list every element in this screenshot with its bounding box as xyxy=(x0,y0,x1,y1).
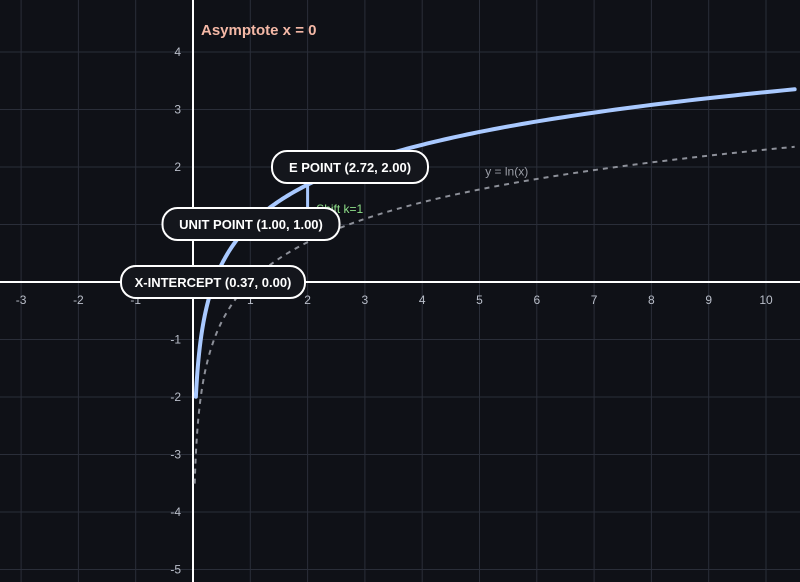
tick-labels: -3-2-1123456789104321-1-2-3-4-5 xyxy=(16,45,773,577)
y-tick-label: 4 xyxy=(174,45,181,59)
callout-box xyxy=(271,150,429,184)
x-tick-label: 2 xyxy=(304,293,311,307)
x-tick-label: 5 xyxy=(476,293,483,307)
callout-box xyxy=(120,265,306,299)
y-tick-label: -3 xyxy=(170,448,181,462)
x-tick-label: 9 xyxy=(705,293,712,307)
annotations: Asymptote x = 0 y = ln(x) Shift k=1 xyxy=(201,22,528,216)
callout-label: UNIT POINT (1.00, 1.00) xyxy=(179,217,323,232)
asymptote-label: Asymptote x = 0 xyxy=(201,22,316,39)
x-tick-label: 4 xyxy=(419,293,426,307)
x-tick-label: 7 xyxy=(591,293,598,307)
x-tick-label: 3 xyxy=(362,293,369,307)
callout-label: E POINT (2.72, 2.00) xyxy=(289,160,411,175)
x-tick-label: 1 xyxy=(247,293,254,307)
y-tick-label: -2 xyxy=(170,390,181,404)
x-tick-label: 10 xyxy=(759,293,773,307)
y-tick-label: -1 xyxy=(170,333,181,347)
reference-curve xyxy=(193,145,795,484)
callout-box xyxy=(161,207,341,241)
x-tick-label: -1 xyxy=(130,293,141,307)
x-tick-label: -2 xyxy=(73,293,84,307)
y-tick-label: -4 xyxy=(170,505,181,519)
x-tick-label: 8 xyxy=(648,293,655,307)
main-curve xyxy=(193,87,797,399)
y-tick-label: 3 xyxy=(174,103,181,117)
callouts: E POINT (2.72, 2.00) UNIT POINT (1.00, 1.… xyxy=(120,150,429,299)
callout: E POINT (2.72, 2.00) xyxy=(271,150,429,184)
x-tick-label: -3 xyxy=(16,293,27,307)
y-tick-label: 2 xyxy=(174,160,181,174)
x-tick-label: 6 xyxy=(533,293,540,307)
callout-label: X-INTERCEPT (0.37, 0.00) xyxy=(135,275,292,290)
callout: X-INTERCEPT (0.37, 0.00) xyxy=(120,265,306,299)
y-tick-label: -5 xyxy=(170,563,181,577)
callout: UNIT POINT (1.00, 1.00) xyxy=(161,207,341,241)
reference-curve-label: y = ln(x) xyxy=(485,165,528,179)
